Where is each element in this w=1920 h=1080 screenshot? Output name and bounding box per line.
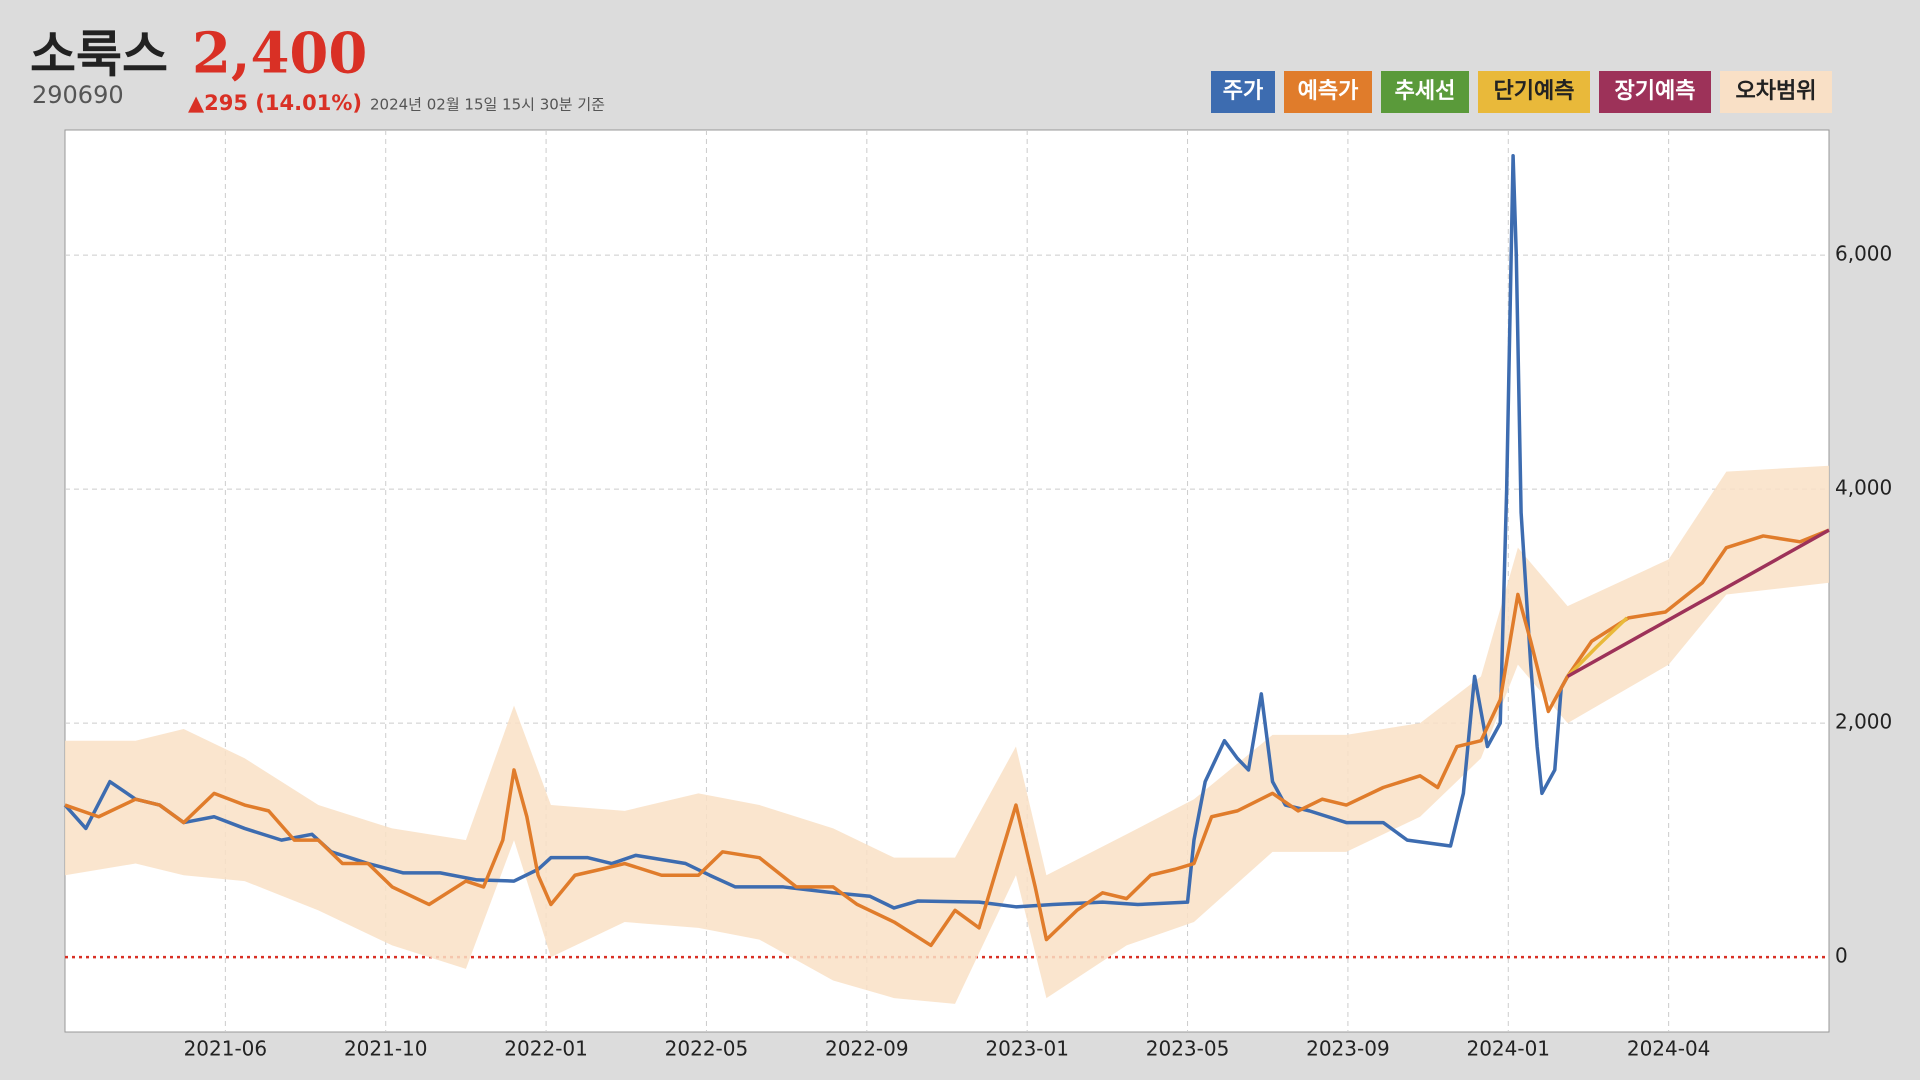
error-band (65, 465, 1829, 1004)
y-tick-label: 2,000 (1835, 710, 1892, 734)
legend-label: 추세선 (1395, 79, 1456, 104)
series-line (1566, 528, 1830, 678)
legend-swatch (1284, 71, 1372, 113)
x-tick-label: 2024-01 (1466, 1037, 1550, 1061)
legend-swatch (1599, 71, 1711, 113)
legend-swatch (1211, 71, 1275, 113)
x-tick-label: 2022-01 (504, 1037, 588, 1061)
price-change: ▲295 (14.01%) (188, 91, 362, 115)
legend-label: 장기예측 (1615, 79, 1696, 104)
legend-label: 오차범위 (1736, 79, 1817, 104)
x-tick-label: 2022-05 (665, 1037, 749, 1061)
legend-swatch (1720, 71, 1832, 113)
series-line (64, 528, 1830, 948)
y-tick-label: 0 (1835, 944, 1848, 968)
timestamp: 2024년 02월 15일 15시 30분 기준 (370, 96, 605, 114)
y-tick-label: 4,000 (1835, 476, 1892, 500)
x-tick-label: 2023-05 (1146, 1037, 1230, 1061)
legend-label: 단기예측 (1494, 79, 1575, 104)
y-tick-label: 6,000 (1835, 242, 1892, 266)
x-tick-label: 2021-06 (184, 1037, 268, 1061)
series-line (63, 153, 1570, 910)
stock-code: 290690 (32, 81, 124, 109)
legend-swatch (1478, 71, 1590, 113)
legend-label: 예측가 (1298, 79, 1359, 104)
series-line (1566, 616, 1629, 678)
stock-price: 2,400 (192, 21, 367, 87)
legend-label: 주가 (1223, 79, 1263, 104)
legend-swatch (1381, 71, 1469, 113)
x-tick-label: 2023-01 (985, 1037, 1069, 1061)
x-tick-label: 2022-09 (825, 1037, 909, 1061)
x-tick-label: 2024-04 (1627, 1037, 1711, 1061)
stock-name: 소룩스 (30, 26, 168, 84)
x-tick-label: 2023-09 (1306, 1037, 1390, 1061)
x-tick-label: 2021-10 (344, 1037, 428, 1061)
